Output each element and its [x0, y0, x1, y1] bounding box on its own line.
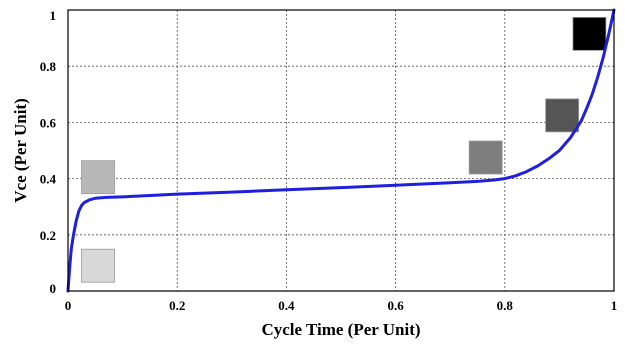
y-tick-label: 0: [50, 281, 57, 296]
y-tick-label: 0.2: [40, 228, 56, 243]
x-tick-label: 0.8: [497, 298, 514, 313]
square-marker: [545, 98, 580, 133]
y-axis-label: Vce (Per Unit): [11, 98, 30, 202]
plot-area: [68, 10, 614, 291]
x-tick-label: 0.6: [387, 298, 404, 313]
square-marker: [81, 248, 115, 283]
series-group: [66, 8, 616, 293]
x-tick-labels: 0 0.2 0.4 0.6 0.8 1: [65, 298, 618, 313]
x-tick-label: 0.2: [169, 298, 185, 313]
y-tick-label: 1: [50, 8, 57, 23]
series-line: [66, 8, 616, 293]
plot-frame: [67, 9, 615, 292]
y-tick-labels: 0 0.2 0.4 0.6 0.8 1: [40, 8, 57, 296]
square-marker: [572, 16, 607, 51]
grid: [68, 10, 614, 291]
markers: [81, 16, 607, 283]
x-tick-label: 0: [65, 298, 72, 313]
y-tick-label: 0.6: [40, 115, 57, 130]
y-tick-label: 0.8: [40, 59, 57, 74]
x-tick-label: 1: [611, 298, 618, 313]
x-tick-label: 0.4: [278, 298, 295, 313]
x-axis-label: Cycle Time (Per Unit): [261, 320, 420, 339]
square-marker: [468, 140, 503, 175]
y-tick-label: 0.4: [40, 172, 57, 187]
square-marker: [81, 160, 115, 195]
